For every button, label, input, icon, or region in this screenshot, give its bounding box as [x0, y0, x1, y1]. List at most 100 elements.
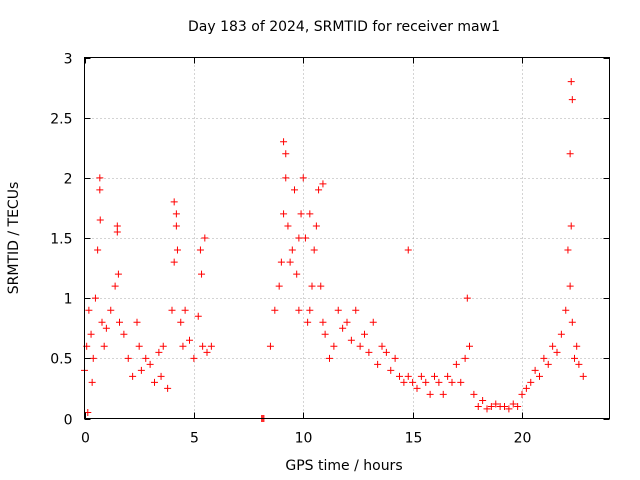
- plot-frame: [84, 57, 610, 419]
- data-point: [400, 378, 408, 386]
- data-point: [190, 354, 198, 362]
- data-point: [575, 360, 583, 368]
- data-point: [319, 318, 327, 326]
- data-point: [426, 390, 434, 398]
- data-point: [159, 342, 167, 350]
- data-point: [275, 282, 283, 290]
- x-axis-title: GPS time / hours: [285, 458, 402, 474]
- data-point: [404, 246, 412, 254]
- axis-ticks: 0 0.5 1 1.5 2 2.5 3 0 5 10 15 20: [50, 52, 610, 447]
- data-point: [573, 342, 581, 350]
- data-point: [288, 246, 296, 254]
- data-point: [312, 222, 320, 230]
- data-point: [310, 246, 318, 254]
- data-point: [301, 234, 309, 242]
- data-point: [271, 306, 279, 314]
- data-point: [170, 198, 178, 206]
- data-point: [452, 360, 460, 368]
- data-point: [157, 372, 165, 380]
- data-point: [567, 222, 575, 230]
- data-point: [306, 210, 314, 218]
- data-point: [579, 372, 587, 380]
- data-point: [293, 270, 301, 278]
- data-point: [315, 186, 323, 194]
- x-tick-label: 10: [295, 431, 313, 447]
- data-point: [295, 306, 303, 314]
- data-point: [326, 354, 333, 362]
- data-point: [172, 222, 180, 230]
- data-point: [422, 378, 430, 386]
- data-point: [96, 216, 104, 224]
- data-point: [479, 396, 487, 404]
- data-point: [135, 342, 143, 350]
- data-point: [356, 342, 364, 350]
- data-point: [369, 318, 377, 326]
- data-point: [181, 306, 189, 314]
- data-point: [102, 324, 110, 332]
- data-point: [124, 354, 132, 362]
- data-point: [319, 180, 327, 188]
- data-point: [85, 306, 93, 314]
- data-point: [88, 378, 96, 386]
- data-point: [330, 342, 338, 350]
- data-point: [107, 306, 115, 314]
- data-point: [439, 390, 447, 398]
- data-point: [567, 78, 575, 86]
- data-point: [435, 378, 443, 386]
- data-point: [177, 318, 185, 326]
- x-tick-label: 15: [405, 431, 423, 447]
- data-point: [89, 354, 97, 362]
- data-point: [170, 258, 178, 266]
- data-point: [98, 318, 106, 326]
- chart-title: Day 183 of 2024, SRMTID for receiver maw…: [188, 19, 500, 35]
- data-point: [531, 366, 539, 374]
- data-point: [347, 336, 355, 344]
- data-point: [431, 372, 438, 380]
- data-point: [203, 348, 211, 356]
- data-point: [116, 318, 123, 326]
- data-point: [196, 246, 204, 254]
- data-point: [564, 246, 572, 254]
- x-tick-label: 5: [190, 431, 199, 447]
- data-point: [96, 186, 104, 194]
- data-point: [173, 246, 181, 254]
- y-tick-label: 0.5: [50, 352, 72, 368]
- data-point: [374, 360, 382, 368]
- data-point: [461, 354, 469, 362]
- y-axis-title: SRMTID / TECUs: [6, 182, 22, 295]
- data-point: [114, 270, 122, 278]
- data-point: [291, 186, 298, 194]
- data-point: [299, 174, 307, 182]
- data-point: [382, 348, 390, 356]
- data-point: [404, 372, 412, 380]
- data-point: [378, 342, 386, 350]
- data-point: [470, 390, 478, 398]
- data-point: [562, 306, 570, 314]
- y-tick-label: 1.5: [50, 232, 72, 248]
- data-point: [339, 324, 347, 332]
- data-point: [444, 372, 452, 380]
- data-point: [487, 402, 495, 410]
- data-point: [505, 405, 513, 413]
- data-point: [286, 258, 294, 266]
- data-point: [391, 354, 399, 362]
- data-point: [514, 402, 522, 410]
- data-point: [466, 342, 473, 350]
- data-point: [549, 342, 557, 350]
- data-point: [321, 330, 329, 338]
- data-point: [129, 372, 137, 380]
- y-tick-label: 3: [64, 52, 73, 68]
- data-point: [501, 402, 508, 410]
- data-point: [483, 405, 491, 413]
- data-point: [186, 336, 193, 344]
- data-point: [361, 330, 368, 338]
- data-point: [553, 348, 561, 356]
- data-point: [448, 378, 456, 386]
- data-point: [113, 228, 121, 236]
- data-point: [544, 360, 552, 368]
- data-points: [81, 78, 587, 422]
- data-point: [571, 354, 578, 362]
- data-point: [413, 384, 421, 392]
- data-point: [201, 234, 209, 242]
